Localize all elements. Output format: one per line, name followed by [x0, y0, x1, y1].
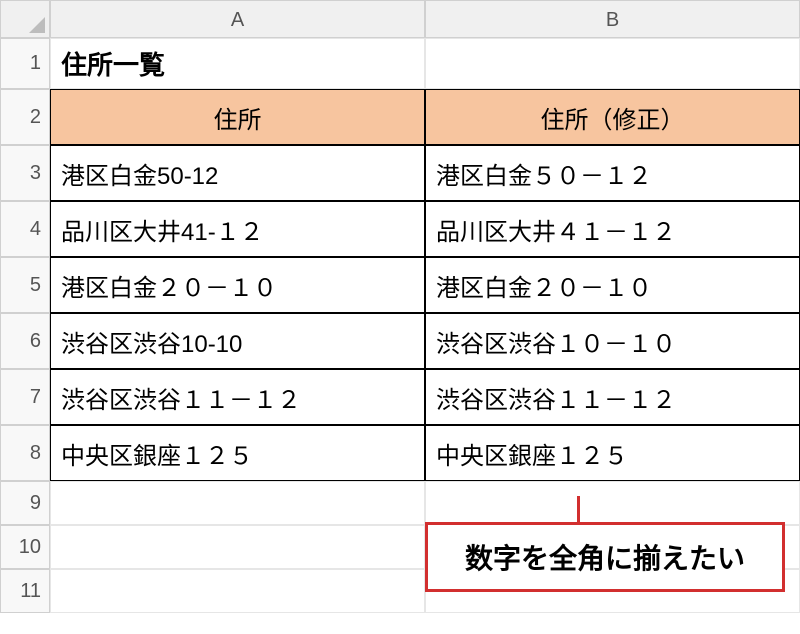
col-header-A[interactable]: A	[50, 0, 425, 38]
col-header-B[interactable]: B	[425, 0, 800, 38]
table-row[interactable]: 港区白金２０－１０	[50, 257, 425, 313]
table-header-B[interactable]: 住所（修正）	[425, 89, 800, 145]
table-row[interactable]: 品川区大井41-１２	[50, 201, 425, 257]
row-header-3[interactable]: 3	[0, 145, 50, 201]
row-header-10[interactable]: 10	[0, 525, 50, 569]
row-header-2[interactable]: 2	[0, 89, 50, 145]
cell-A9[interactable]	[50, 481, 425, 525]
row-header-11[interactable]: 11	[0, 569, 50, 613]
table-row[interactable]: 港区白金５０－１２	[425, 145, 800, 201]
row-header-8[interactable]: 8	[0, 425, 50, 481]
table-header-A[interactable]: 住所	[50, 89, 425, 145]
cell-A11[interactable]	[50, 569, 425, 613]
table-row[interactable]: 港区白金50-12	[50, 145, 425, 201]
table-row[interactable]: 中央区銀座１２５	[50, 425, 425, 481]
callout-annotation: 数字を全角に揃えたい	[425, 496, 785, 592]
table-row[interactable]: 中央区銀座１２５	[425, 425, 800, 481]
title-cell[interactable]: 住所一覧	[50, 38, 425, 89]
table-row[interactable]: 渋谷区渋谷１１－１２	[50, 369, 425, 425]
row-header-6[interactable]: 6	[0, 313, 50, 369]
callout-text: 数字を全角に揃えたい	[425, 522, 785, 592]
cell-A10[interactable]	[50, 525, 425, 569]
callout-pointer	[577, 496, 580, 522]
row-header-4[interactable]: 4	[0, 201, 50, 257]
cell-B1[interactable]	[425, 38, 800, 89]
table-row[interactable]: 品川区大井４１－１２	[425, 201, 800, 257]
table-row[interactable]: 港区白金２０－１０	[425, 257, 800, 313]
row-header-9[interactable]: 9	[0, 481, 50, 525]
table-row[interactable]: 渋谷区渋谷10-10	[50, 313, 425, 369]
table-row[interactable]: 渋谷区渋谷１０－１０	[425, 313, 800, 369]
row-header-5[interactable]: 5	[0, 257, 50, 313]
table-row[interactable]: 渋谷区渋谷１１－１２	[425, 369, 800, 425]
select-all-corner[interactable]	[0, 0, 50, 38]
row-header-1[interactable]: 1	[0, 38, 50, 89]
row-header-7[interactable]: 7	[0, 369, 50, 425]
